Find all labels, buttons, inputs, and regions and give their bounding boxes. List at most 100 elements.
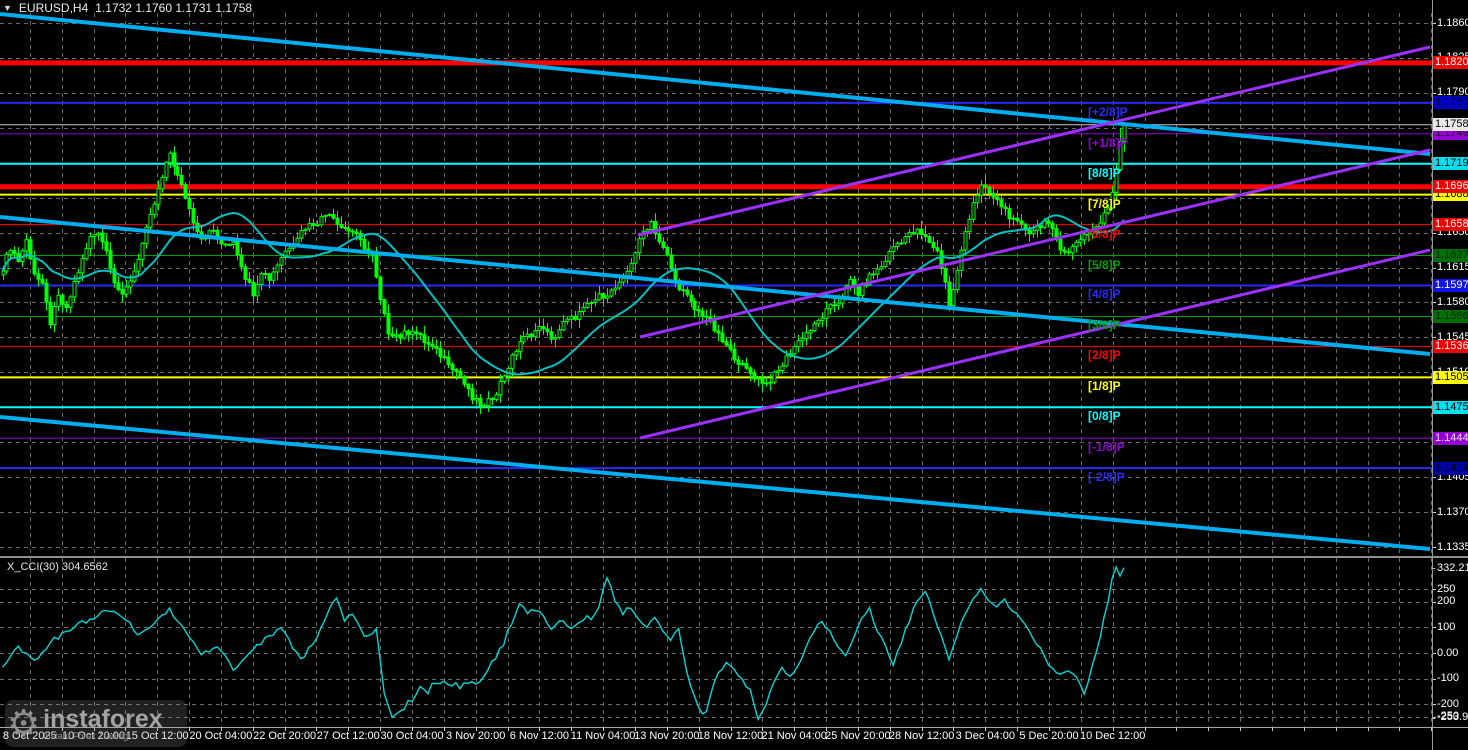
bear-candle-body: [919, 228, 924, 236]
chart-dropdown-icon[interactable]: ▼: [3, 3, 12, 13]
bull-candle-body: [867, 273, 872, 286]
bull-candle-body: [772, 371, 777, 383]
bear-candle-body: [406, 330, 411, 336]
bear-candle-body: [390, 333, 395, 337]
murray-level-label: [5/8]P: [1088, 257, 1121, 272]
bear-candle-body: [350, 230, 355, 233]
bull-candle-body: [510, 354, 515, 369]
time-tick-label: 11 Nov 04:00: [570, 730, 636, 742]
bear-candle-body: [175, 166, 180, 176]
grid-lines: [0, 13, 1432, 727]
bull-candle-body: [474, 397, 479, 401]
bull-candle-body: [820, 317, 825, 321]
bear-candle-body: [40, 278, 45, 284]
bull-candle-body: [283, 250, 288, 258]
bear-candle-body: [724, 341, 729, 346]
bear-candle-body: [490, 398, 495, 401]
murray-level-badge: 1.1536: [1433, 339, 1468, 353]
bull-candle-body: [828, 304, 833, 310]
bull-candle-body: [836, 302, 841, 306]
bear-candle-body: [454, 369, 459, 372]
current-price-badge: 1.1758: [1433, 118, 1468, 132]
bear-candle-body: [430, 343, 435, 348]
bull-candle-body: [915, 228, 920, 235]
cci-line: [1, 565, 1125, 722]
bear-candle-body: [529, 333, 534, 338]
bull-candle-body: [486, 398, 491, 406]
cci-min-label: -253.973: [1437, 711, 1468, 724]
bull-candle-body: [561, 321, 566, 331]
bear-candle-body: [418, 332, 423, 336]
bull-candle-body: [319, 216, 324, 226]
bull-candle-body: [1106, 207, 1111, 214]
bear-candle-body: [478, 397, 483, 407]
bull-candle-body: [402, 330, 407, 339]
bear-candle-body: [426, 341, 431, 345]
bull-candle-body: [613, 287, 618, 291]
murray-level-badge: 1.1719: [1433, 157, 1468, 171]
bear-candle-body: [657, 233, 662, 243]
price-tick-label: 1.1370: [1437, 505, 1468, 518]
bear-candle-body: [1015, 217, 1020, 222]
time-tick-label: 27 Oct 12:00: [316, 730, 380, 742]
bull-candle-body: [589, 301, 594, 304]
bear-candle-body: [748, 367, 753, 374]
bull-candle-body: [518, 341, 523, 352]
murray-level-badge: 1.1475: [1433, 400, 1468, 414]
bull-candle-body: [156, 188, 161, 205]
bull-candle-body: [585, 302, 590, 308]
bear-candle-body: [1003, 206, 1008, 210]
cci-max-label: 332.21: [1437, 561, 1468, 574]
time-tick-label: 15 Oct 12:00: [125, 730, 189, 742]
bull-candle-body: [521, 336, 526, 343]
indicator-pane-separator[interactable]: [0, 556, 1468, 558]
price-tick-label: 1.1335: [1437, 540, 1468, 553]
bull-candle-body: [792, 346, 797, 355]
bull-candle-body: [136, 258, 141, 272]
bear-candle-body: [712, 319, 717, 332]
bear-candle-body: [1019, 220, 1024, 225]
murray-level-label: [0/8]P: [1088, 409, 1121, 424]
bear-candle-body: [28, 239, 33, 260]
bear-candle-body: [116, 282, 121, 291]
bear-candle-body: [120, 289, 125, 295]
murray-level-label: [2/8]P: [1088, 348, 1121, 363]
bear-candle-body: [1007, 208, 1012, 220]
bull-candle-body: [1102, 212, 1107, 224]
bear-candle-body: [999, 199, 1004, 208]
bull-candle-body: [764, 382, 769, 385]
trendline-descending-channel-upper: [0, 12, 1431, 156]
bear-candle-body: [104, 241, 109, 252]
trendlines[interactable]: [0, 12, 1431, 551]
trendline-ascending-channel-upper: [637, 45, 1431, 237]
bull-candle-body: [160, 176, 165, 190]
murray-level-label: [+2/8]P: [1088, 104, 1128, 119]
bull-candle-body: [144, 226, 149, 244]
bull-candle-body: [891, 246, 896, 253]
bull-candle-body: [577, 311, 582, 320]
bear-candle-body: [223, 243, 228, 246]
bear-candle-body: [1027, 229, 1032, 235]
bull-candle-body: [633, 252, 638, 264]
bull-candle-body: [824, 308, 829, 319]
murray-level-badge: 1.1444: [1433, 431, 1468, 445]
resistance-price-badge: 1.1820: [1433, 56, 1468, 70]
bull-candle-body: [975, 194, 980, 204]
bull-candle-body: [784, 355, 789, 367]
bull-candle-body: [1118, 140, 1123, 171]
murray-level-label: [6/8]P: [1088, 226, 1121, 241]
bear-candle-body: [311, 223, 316, 226]
time-tick-label: 5 Dec 20:00: [1019, 730, 1079, 742]
price-tick-label: 1.1790: [1437, 86, 1468, 99]
bear-candle-body: [947, 281, 952, 307]
bear-candle-body: [442, 356, 447, 359]
bull-candle-body: [231, 241, 236, 246]
bull-candle-body: [895, 242, 900, 248]
bear-candle-body: [36, 273, 41, 280]
bear-candle-body: [466, 383, 471, 390]
bull-candle-body: [621, 277, 626, 283]
bull-candle-body: [84, 248, 89, 260]
bear-candle-body: [247, 278, 252, 283]
moving-average-line: [1, 211, 1125, 376]
